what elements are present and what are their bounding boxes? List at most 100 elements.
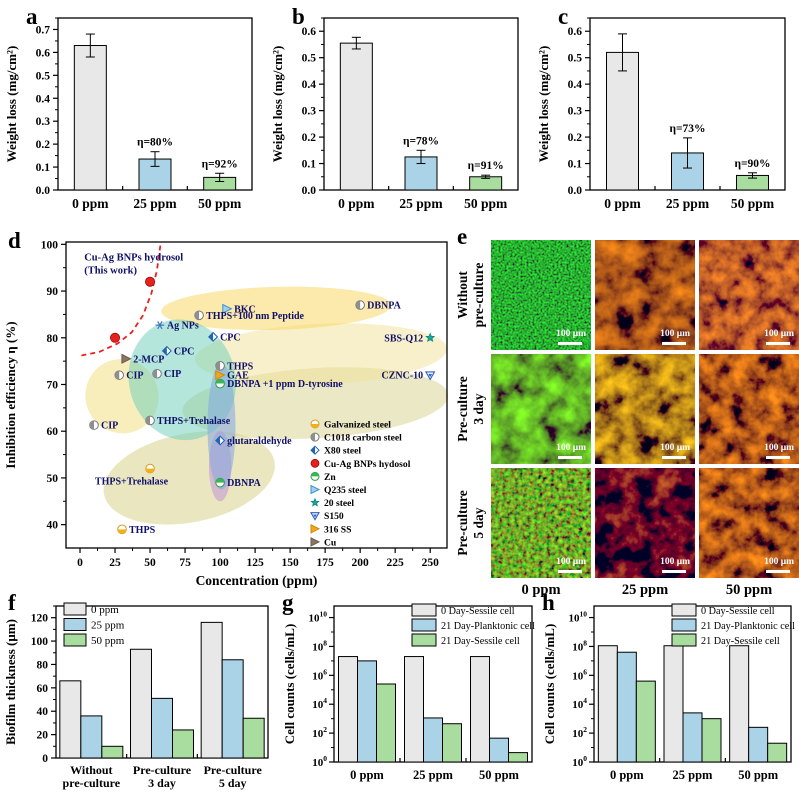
micrograph-image (491, 240, 591, 350)
legend-label: Cu (324, 537, 337, 548)
micrograph-column-label: 25 ppm (621, 582, 669, 598)
biofilm-thickness-chart: 0 20 40 60 80 100 120 Biofilm thickness (μm) Wit… (3, 602, 269, 790)
chart-shape (215, 361, 221, 371)
point-label: THPS (129, 525, 156, 536)
scale-bar-label: 100 μm (764, 557, 794, 567)
chart-shape (158, 324, 161, 327)
micrograph-texture (491, 240, 591, 350)
chart-shape (310, 484, 321, 495)
point-label: DBNPA (227, 478, 261, 489)
marker-cu (121, 353, 132, 364)
chart-shape (114, 370, 120, 380)
chart-shape (162, 346, 167, 356)
x-tick-label: Pre-culture (204, 763, 263, 777)
bar-21 Day-Planktonic cell (616, 651, 637, 763)
y-tick-label: 90 (47, 286, 59, 298)
y-tick-label: 0 (42, 753, 48, 765)
marker-galv (310, 419, 320, 429)
chart-shape (208, 332, 214, 342)
chart-shape (194, 311, 200, 320)
biocide-group-region (182, 367, 449, 440)
y-tick-label: 106 (572, 667, 587, 682)
y-tick-label: 40 (47, 520, 59, 532)
micrograph-image (699, 468, 799, 578)
panel-c: c 0.0 0.1 0.2 0.3 0.4 0.5 0.6 Weight loss (mg/c… (532, 0, 799, 228)
y-tick-label: 108 (312, 638, 327, 653)
micrograph-image (595, 468, 695, 578)
chart-shape (117, 529, 127, 534)
marker-q235 (222, 303, 233, 314)
point-label: CZNC-10 (382, 371, 424, 382)
x-tick-label: 50 ppm (479, 768, 520, 782)
legend-label: 21 Day-Planktonic cell (701, 621, 795, 632)
y-tick-label: 1010 (309, 610, 328, 625)
y-tick-label: 108 (572, 638, 587, 653)
micrograph-column-label: 0 ppm (521, 582, 561, 598)
micrograph-texture (595, 240, 695, 350)
x-tick-label: 75 (179, 557, 191, 569)
bar-21 Day-Sessile cell (376, 683, 396, 763)
marker-zn (215, 477, 225, 488)
scale-bar-label: 100 μm (764, 443, 794, 453)
y-tick-label: 0.2 (302, 132, 317, 144)
micrograph-cell: 100 μm (699, 354, 799, 464)
legend-label: 21 Day-Sessile cell (701, 636, 780, 647)
legend-swatch (411, 633, 437, 647)
y-tick-label: 100 (31, 636, 49, 648)
chart-shape (311, 472, 319, 477)
scale-bar-label: 100 μm (556, 443, 586, 453)
panel-d: d 0 25 50 75 100 125 150 175 200 225 250 40 50 60 70 80… (0, 228, 455, 590)
bar-21 Day-Sessile cell (701, 718, 722, 763)
marker-zn (215, 378, 225, 389)
bar-21 Day-Planktonic cell (357, 660, 377, 763)
legend-label: Galvanized steel (324, 420, 391, 431)
inhibition-efficiency-scatter-chart: 0 25 50 75 100 125 150 175 200 225 250 40 50 60 70 80 90… (3, 239, 449, 588)
point-label: CIP (126, 371, 143, 382)
legend-label: 25 ppm (91, 620, 125, 632)
x-tick-label: 125 (246, 557, 264, 569)
bar-0 Day-Sessile cell (404, 656, 424, 763)
y-tick-label: 0.1 (36, 162, 51, 174)
bar-21 Day-Sessile cell (508, 752, 528, 763)
cell-counts-chart-h: 100 102 104 106 108 1010 Cell counts (cells/mL… (542, 603, 795, 782)
point-label: THPS+Trehalase (95, 477, 169, 488)
micrograph-cell: 100 μm (595, 240, 695, 350)
panel-label-h: h (542, 590, 555, 615)
biocide-group-region (207, 363, 236, 490)
x-tick-label: 0 ppm (604, 196, 641, 211)
cell-counts-chart-g: 100 102 104 106 108 1010 Cell counts (cells/mL… (282, 603, 535, 782)
biocide-group-region (194, 323, 447, 385)
bar-21 Day-Sessile cell (442, 723, 462, 763)
bar-0 ppm (130, 648, 152, 759)
chart-shape (152, 369, 158, 379)
y-tick-label: 40 (37, 706, 49, 718)
chart-shape (355, 300, 361, 310)
micrograph-texture (699, 354, 799, 464)
marker-x80 (161, 345, 172, 356)
y-tick-label: 0.2 (36, 139, 51, 151)
micrograph-cell: 100 μm (491, 468, 591, 578)
x-tick-label: 0 (77, 557, 83, 569)
marker-x80 (310, 445, 320, 455)
marker-q235 (310, 484, 321, 495)
point-label: CIP (164, 369, 181, 380)
legend-label: S150 (324, 511, 344, 522)
scale-bar (662, 341, 686, 345)
scale-bar (558, 341, 582, 345)
x-tick-label: 50 ppm (731, 196, 775, 211)
y-tick-label: 102 (572, 725, 587, 740)
y-tick-label: 0.0 (568, 185, 583, 197)
y-axis-label: Weight loss (mg/cm²) (536, 46, 551, 163)
x-tick-label: 3 day (148, 776, 176, 790)
eta-annotation: η=80% (137, 137, 173, 149)
y-axis-label: Weight loss (mg/cm²) (4, 46, 19, 163)
micrograph-cell: 100 μm (699, 240, 799, 350)
x-tick-label: 225 (387, 557, 405, 569)
scale-bar-label: 100 μm (660, 329, 690, 339)
micrograph-row-label: Pre-culture 5 day (455, 490, 486, 556)
y-axis-label: Biofilm thickness (μm) (3, 619, 18, 745)
bar-0 Day-Sessile cell (729, 645, 750, 763)
legend-swatch (63, 633, 87, 647)
chart-shape (110, 332, 121, 343)
chart-shape (145, 468, 155, 473)
